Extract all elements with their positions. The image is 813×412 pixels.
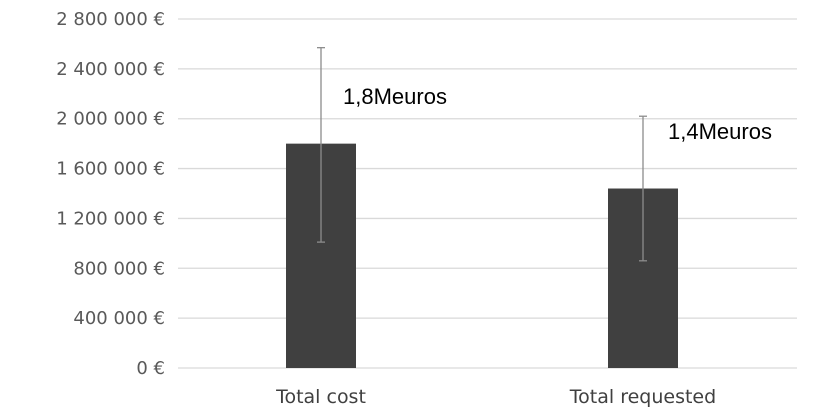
- y-tick-label: 0 €: [136, 358, 165, 379]
- x-category-label: Total cost: [275, 386, 366, 408]
- y-tick-label: 1 200 000 €: [56, 208, 165, 229]
- data-label: 1,8Meuros: [343, 84, 447, 109]
- y-tick-label: 2 800 000 €: [56, 9, 165, 30]
- data-labels: 1,8Meuros 1,4Meuros: [343, 84, 772, 144]
- y-axis-tick-labels: 0 € 400 000 € 800 000 € 1 200 000 € 1 600 00…: [56, 9, 165, 379]
- data-label: 1,4Meuros: [668, 119, 772, 144]
- y-tick-label: 1 600 000 €: [56, 159, 165, 180]
- gridlines: [178, 18, 797, 369]
- y-tick-label: 800 000 €: [73, 258, 165, 279]
- y-tick-label: 400 000 €: [73, 308, 165, 329]
- y-tick-label: 2 400 000 €: [56, 59, 165, 80]
- y-tick-label: 2 000 000 €: [56, 109, 165, 130]
- bars: [286, 143, 678, 368]
- x-axis-category-labels: Total cost Total requested: [275, 386, 716, 408]
- error-bars: [317, 47, 647, 262]
- x-category-label: Total requested: [569, 386, 716, 408]
